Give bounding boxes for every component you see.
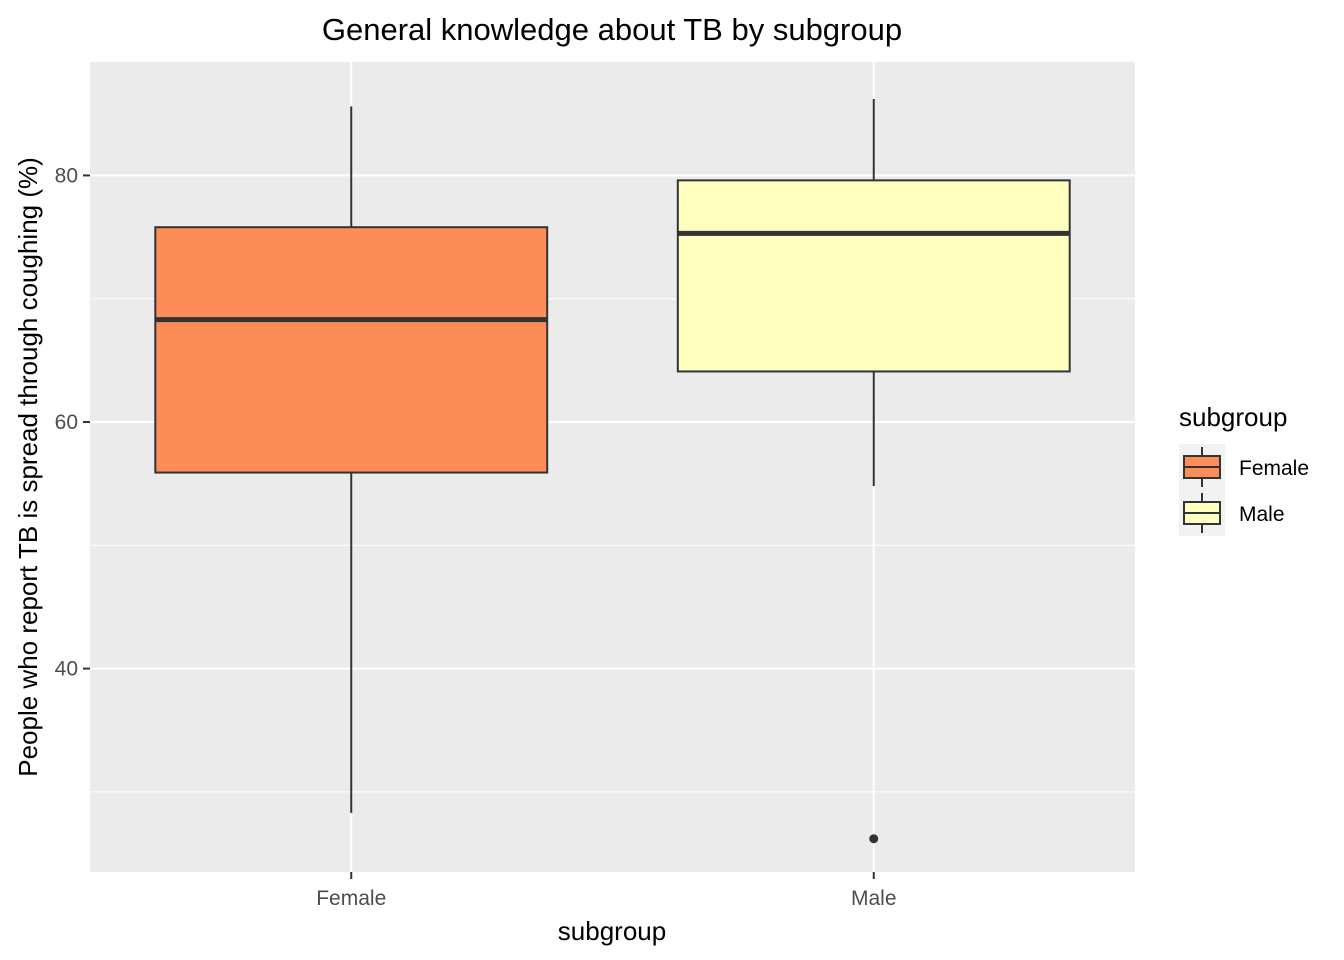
legend-item-male: Male <box>1179 490 1285 536</box>
legend: subgroup Female Male <box>1179 402 1309 536</box>
legend-label: Male <box>1239 503 1285 526</box>
y-tick-label: 40 <box>55 658 78 681</box>
y-axis: 40 60 80 <box>55 164 90 681</box>
legend-label: Female <box>1239 457 1309 480</box>
x-tick-label: Female <box>316 887 386 910</box>
y-tick-label: 80 <box>55 164 78 187</box>
box-body <box>676 179 1071 373</box>
box-body <box>154 226 549 474</box>
legend-item-female: Female <box>1179 444 1309 490</box>
y-tick-label: 60 <box>55 411 78 434</box>
box-male <box>676 98 1071 844</box>
x-tick-label: Male <box>851 887 897 910</box>
x-axis-title: subgroup <box>558 916 666 946</box>
box-series <box>154 98 1071 844</box>
y-axis-title: People who report TB is spread through c… <box>13 157 43 777</box>
x-axis: Female Male <box>316 872 897 910</box>
legend-items: Female Male <box>1179 444 1309 536</box>
legend-title: subgroup <box>1179 402 1287 432</box>
outlier-point <box>869 834 879 844</box>
chart-title: General knowledge about TB by subgroup <box>322 12 902 47</box>
box-female <box>154 106 549 813</box>
